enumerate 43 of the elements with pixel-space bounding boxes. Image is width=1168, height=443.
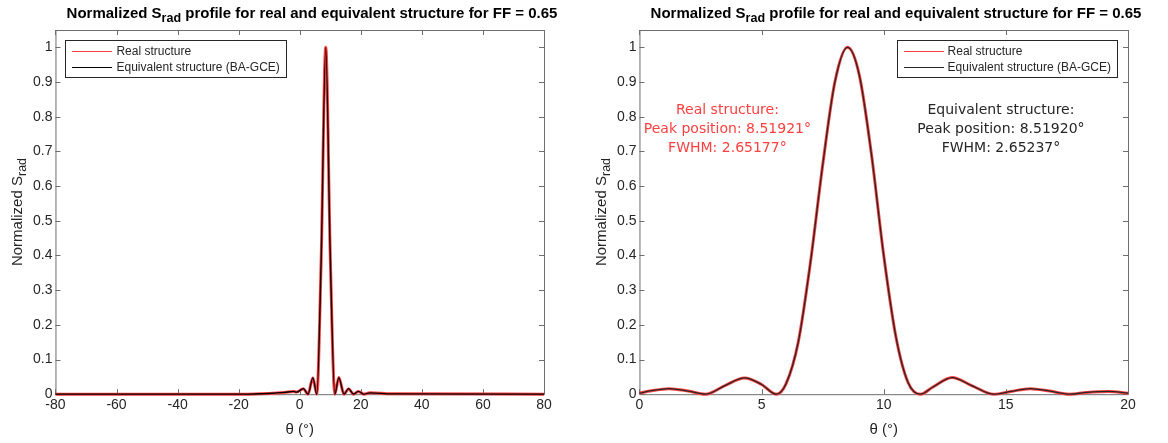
- y-tick-label: 0.5: [616, 211, 637, 228]
- y-tick-label: 0.3: [32, 281, 53, 297]
- x-tick-label: 10: [875, 396, 892, 413]
- x-tick-label: -40: [167, 396, 188, 413]
- y-tick-label: 0: [628, 385, 637, 402]
- y-tick-label: 0.8: [32, 107, 53, 124]
- x-axis-title: θ (°): [869, 420, 898, 438]
- y-tick-label: 0.4: [616, 246, 637, 263]
- chart-title: Normalized S$_{rad}$ profile for real and equivalent structure for FF = 0.65: [65, 4, 559, 25]
- x-tick-label: -60: [106, 396, 127, 413]
- y-tick-label: 0.6: [32, 176, 53, 193]
- x-tick-label: 15: [998, 396, 1014, 413]
- y-tick-label: 0.6: [616, 176, 637, 193]
- x-tick-label: 5: [757, 396, 766, 413]
- legend-label: Equivalent structure (BA-GCE): [116, 60, 280, 74]
- y-tick-label: 0.1: [616, 350, 637, 367]
- annotation: Equivalent structure: Peak position: 8.51920° FWHM: 2.65237°: [917, 100, 1085, 155]
- y-tick-label: 1: [628, 38, 637, 55]
- y-tick-label: 0.9: [32, 72, 53, 89]
- y-tick-label: 0.9: [616, 72, 637, 89]
- x-tick-label: 20: [1120, 396, 1136, 413]
- y-tick-label: 0.1: [32, 350, 53, 367]
- chart-title: Normalized S$_{rad}$ profile for real and equivalent structure for FF = 0.65: [649, 4, 1143, 25]
- legend-label: Real structure: [947, 44, 1023, 58]
- y-tick-label: 0.2: [32, 315, 53, 332]
- y-tick-label: 0.8: [616, 107, 637, 124]
- y-tick-label: 0.4: [32, 246, 53, 263]
- legend-label: Equivalent structure (BA-GCE): [947, 60, 1111, 74]
- y-tick-label: 1: [44, 38, 53, 55]
- y-tick-label: 0.3: [616, 281, 637, 297]
- x-tick-label: 0: [295, 396, 304, 413]
- legend-label: Real structure: [116, 44, 192, 58]
- x-tick-label: 80: [536, 396, 552, 413]
- y-tick-label: 0.7: [616, 142, 637, 159]
- y-tick-label: 0.5: [32, 211, 53, 228]
- y-tick-label: 0.2: [616, 315, 637, 332]
- x-tick-label: -20: [228, 396, 249, 413]
- x-tick-label: 20: [353, 396, 369, 413]
- y-tick-label: 0.7: [32, 142, 53, 159]
- annotation: Real structure: Peak position: 8.51921° FWHM: 2.65177°: [643, 100, 812, 155]
- x-tick-label: 60: [475, 396, 491, 413]
- x-axis-title: θ (°): [285, 420, 314, 438]
- x-tick-label: 40: [414, 396, 430, 413]
